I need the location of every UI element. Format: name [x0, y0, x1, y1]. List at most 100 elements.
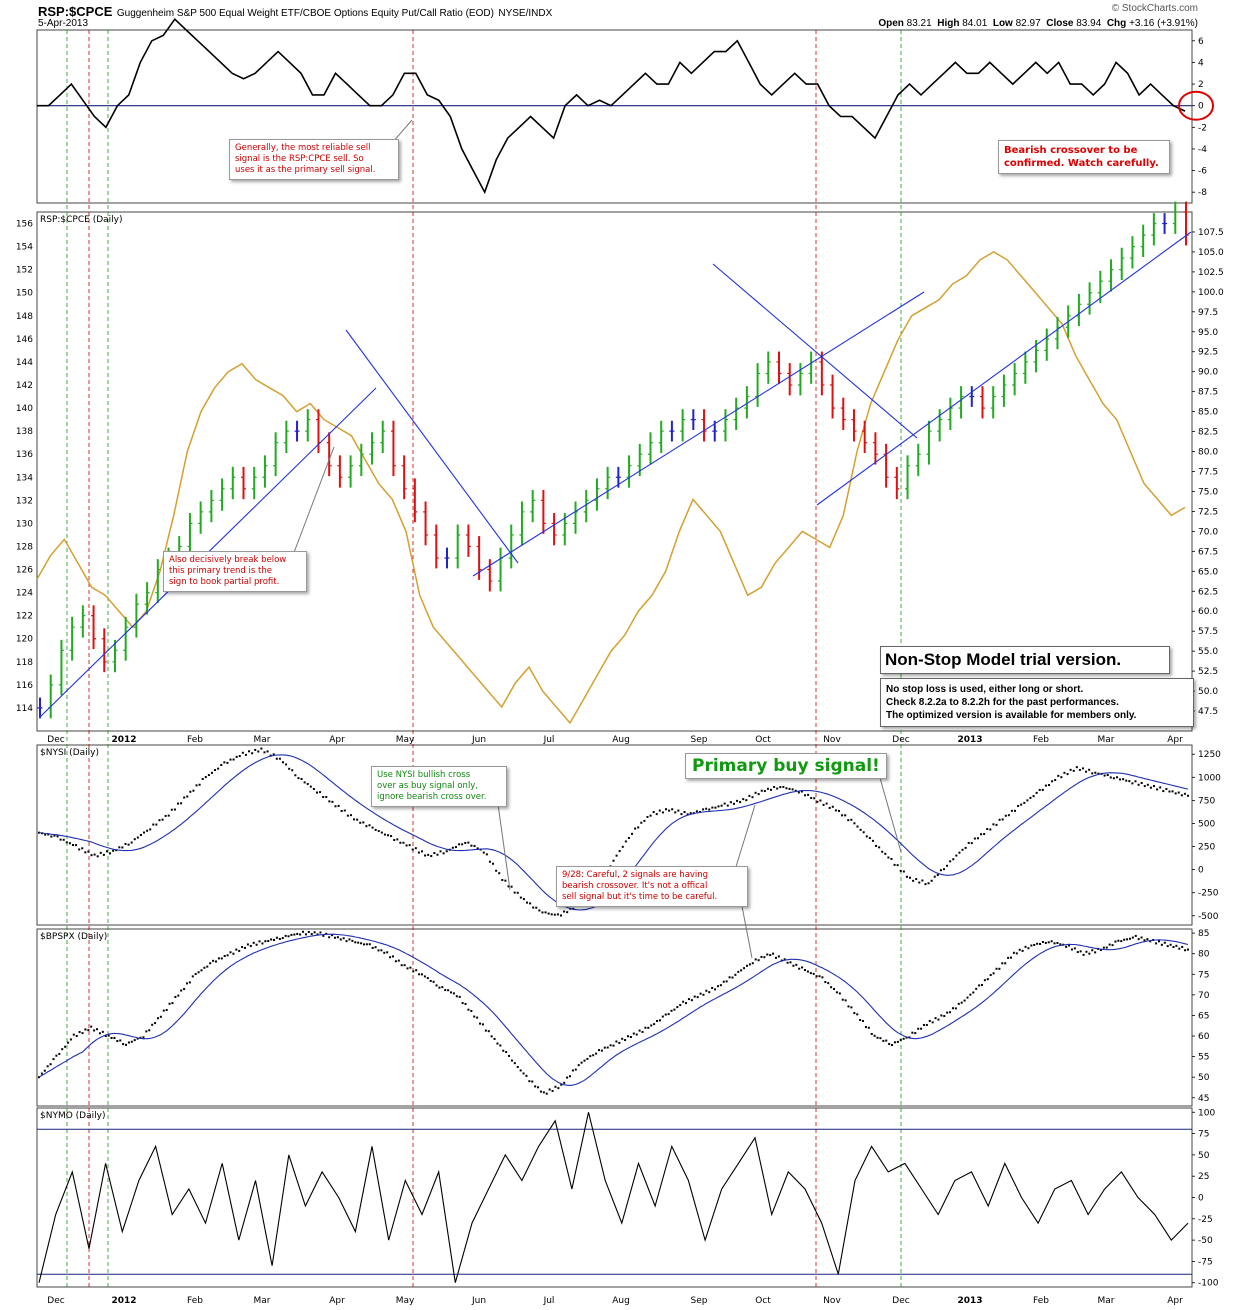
bpspx-dot-154	[484, 1029, 487, 1032]
nysi-dot-299	[961, 848, 964, 851]
nysi-dot-12	[75, 844, 78, 847]
nysi-dot-251	[813, 797, 816, 800]
bpspx-dot-292	[885, 1039, 888, 1042]
nysi-dot-356	[1137, 783, 1140, 786]
bpspx-dot-79	[267, 940, 270, 943]
bpspx-dot-386	[1157, 940, 1160, 943]
nysi-dot-204	[668, 809, 671, 812]
bpspx-dot-387	[1160, 943, 1163, 946]
nysi-axis-label-5: 0	[1198, 866, 1204, 876]
nysi-dot-6	[56, 835, 59, 838]
chg-value: +3.16 (+3.91%)	[1129, 18, 1198, 29]
nysi-dot-277	[893, 863, 896, 866]
nysi-dot-232	[754, 791, 757, 794]
nysi-dot-29	[127, 843, 130, 846]
bpspx-dot-13	[75, 1035, 78, 1038]
nysi-dot-339	[1085, 770, 1088, 773]
bpspx-dot-201	[621, 1037, 624, 1040]
nysi-dot-116	[396, 838, 399, 841]
nysi-dot-95	[331, 800, 334, 803]
bpspx-dot-53	[191, 975, 194, 978]
nysi-dot-326	[1044, 784, 1047, 787]
nysi-dot-85	[300, 777, 303, 780]
right-axis-label-21: 55.0	[1198, 647, 1218, 657]
nysi-dot-272	[878, 846, 881, 849]
bpspx-dot-282	[856, 1013, 859, 1016]
nysi-dot-33	[139, 833, 142, 836]
bpspx-dot-14	[78, 1030, 81, 1033]
bpspx-dot-153	[481, 1023, 484, 1026]
nysi-dot-262	[847, 819, 850, 822]
nysi-dot-111	[380, 831, 383, 834]
bpspx-dot-96	[316, 933, 319, 936]
nysi-dot-329	[1054, 779, 1057, 782]
bpspx-dot-330	[995, 967, 998, 970]
bpspx-dot-33	[133, 1039, 136, 1042]
bpspx-dot-251	[766, 953, 769, 956]
left-axis-label-6: 144	[16, 358, 33, 368]
bpspx-dot-93	[307, 931, 310, 934]
nysi-dot-59	[220, 764, 223, 767]
nysi-dot-56	[210, 771, 213, 774]
bpspx-dot-360	[1082, 953, 1085, 956]
bpspx-dot-94	[310, 933, 313, 936]
nysi-dot-318	[1020, 803, 1023, 806]
nysi-dot-224	[729, 801, 732, 804]
nysi-dot-310	[995, 823, 998, 826]
nysi-dot-34	[143, 831, 146, 834]
bpspx-dot-352	[1059, 943, 1062, 946]
bpspx-dot-63	[220, 957, 223, 960]
bpspx-dot-395	[1184, 949, 1187, 952]
bpspx-dot-342	[1030, 944, 1033, 947]
bpspx-dot-266	[809, 972, 812, 975]
bpspx-dot-198	[612, 1044, 615, 1047]
bpspx-dot-246	[751, 962, 754, 965]
nysi-dot-303	[973, 837, 976, 840]
nysi-dot-171	[566, 911, 569, 914]
bpspx-axis-label-4: 65	[1198, 1011, 1209, 1021]
bpspx-dot-267	[812, 972, 815, 975]
oscillator-axis-label-6: -6	[1198, 167, 1207, 177]
nysi-dot-21	[102, 853, 105, 856]
bpspx-dot-296	[896, 1040, 899, 1043]
bpspx-dot-62	[217, 957, 220, 960]
left-axis-label-18: 120	[16, 635, 33, 645]
nysi-dot-113	[387, 834, 390, 837]
bpspx-dot-179	[557, 1087, 560, 1090]
bpspx-dot-232	[711, 986, 714, 989]
nysi-dot-170	[563, 910, 566, 913]
nysi-dot-142	[476, 847, 479, 850]
nymo-axis-label-2: 50	[1198, 1151, 1210, 1161]
nysi-dot-211	[689, 812, 692, 815]
bpspx-dot-366	[1099, 948, 1102, 951]
bpspx-dot-160	[502, 1049, 505, 1052]
nysi-dot-72	[260, 747, 263, 750]
bpspx-dot-167	[522, 1072, 525, 1075]
nysi-dot-236	[766, 787, 769, 790]
bpspx-dot-19	[93, 1029, 96, 1032]
nysi-dot-139	[467, 841, 470, 844]
bpspx-dot-393	[1178, 947, 1181, 950]
bpspx-dot-213	[656, 1019, 659, 1022]
right-axis-label-10: 82.5	[1198, 428, 1218, 438]
bpspx-dot-358	[1076, 951, 1079, 954]
bpspx-dot-12	[72, 1033, 75, 1036]
nysi-dot-317	[1017, 805, 1020, 808]
bpspx-dot-100	[328, 936, 331, 939]
bpspx-dot-374	[1123, 938, 1126, 941]
bpspx-dot-6	[55, 1054, 58, 1057]
annotation-careful-928: 9/28: Careful, 2 signals are having bear…	[556, 866, 748, 907]
nysi-dot-332	[1063, 771, 1066, 774]
oscillator-axis-label-2: 2	[1198, 80, 1204, 90]
month-label-main-15: Mar	[1098, 735, 1115, 745]
nysi-dot-58	[217, 767, 220, 770]
nysi-dot-300	[964, 846, 967, 849]
bpspx-dot-120	[386, 951, 389, 954]
bpspx-dot-161	[505, 1051, 508, 1054]
bpspx-panel-label: $BPSPX (Daily)	[40, 932, 107, 942]
bpspx-dot-175	[545, 1092, 548, 1095]
nysi-dot-63	[232, 758, 235, 761]
bpspx-dot-241	[737, 970, 740, 973]
nysi-dot-78	[278, 757, 281, 760]
left-axis-label-15: 126	[16, 566, 33, 576]
